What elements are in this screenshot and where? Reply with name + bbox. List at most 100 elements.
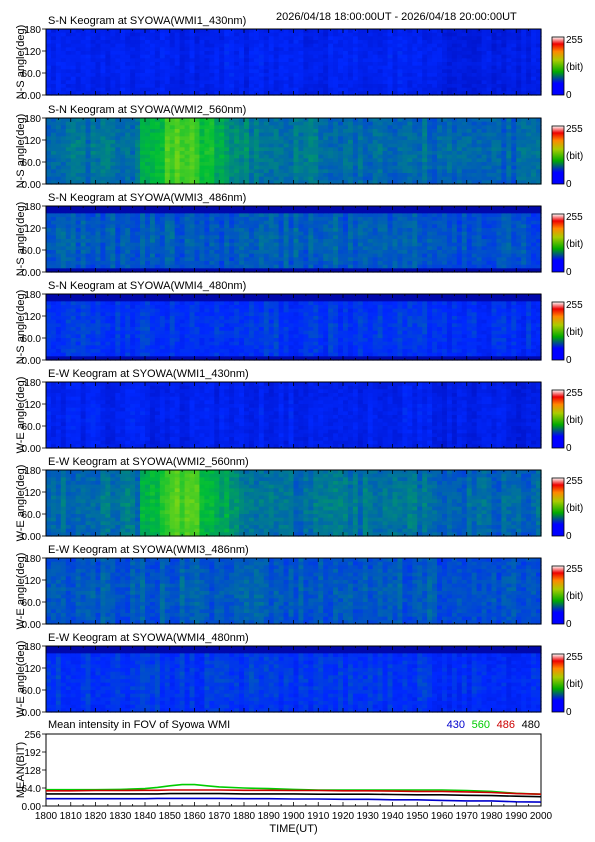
heatmap-cell — [422, 47, 428, 51]
heatmap-cell — [76, 257, 82, 261]
heatmap-cell — [378, 33, 384, 37]
heatmap-cell — [368, 173, 374, 177]
heatmap-cell — [333, 261, 339, 265]
heatmap-cell — [358, 77, 364, 81]
heatmap-cell — [506, 73, 512, 77]
heatmap-cell — [477, 77, 483, 81]
heatmap-cell — [363, 36, 369, 40]
heatmap-cell — [496, 133, 502, 137]
heatmap-cell — [279, 122, 285, 126]
heatmap-cell — [348, 122, 354, 126]
colorbar-max-label: 255 — [566, 124, 583, 135]
heatmap-cell — [432, 122, 438, 126]
heatmap-cell — [308, 58, 314, 62]
heatmap-cell — [487, 125, 493, 129]
heatmap-cell — [165, 235, 171, 239]
heatmap-cell — [279, 136, 285, 140]
heatmap-cell — [279, 129, 285, 133]
heatmap-cell — [76, 265, 82, 269]
heatmap-cell — [66, 155, 72, 159]
heatmap-cell — [373, 155, 379, 159]
heatmap-cell — [195, 235, 201, 239]
heatmap-cell — [383, 118, 389, 122]
heatmap-cell — [378, 151, 384, 155]
heatmap-cell — [71, 77, 77, 81]
heatmap-cell — [71, 44, 77, 48]
heatmap-cell — [506, 173, 512, 177]
heatmap-cell — [294, 224, 300, 228]
heatmap-cell — [140, 232, 146, 236]
heatmap-cell — [86, 40, 92, 44]
heatmap-cell — [264, 51, 270, 55]
heatmap-cell — [239, 246, 245, 250]
heatmap-cell — [125, 257, 131, 261]
heatmap-cell — [298, 73, 304, 77]
heatmap-cell — [46, 235, 52, 239]
heatmap-cell — [472, 69, 478, 73]
heatmap-cell — [234, 29, 240, 33]
heatmap-cell — [249, 257, 255, 261]
heatmap-cell — [274, 29, 280, 33]
heatmap-cell — [417, 133, 423, 137]
heatmap-cell — [46, 173, 52, 177]
heatmap-cell — [437, 36, 443, 40]
heatmap-cell — [199, 58, 205, 62]
heatmap-cell — [170, 158, 176, 162]
heatmap-cell — [378, 144, 384, 148]
heatmap-cell — [313, 147, 319, 151]
heatmap-cell — [289, 221, 295, 225]
heatmap-cell — [170, 213, 176, 217]
heatmap-cell — [259, 125, 265, 129]
heatmap-cell — [209, 140, 215, 144]
heatmap-cell — [185, 33, 191, 37]
heatmap-cell — [170, 118, 176, 122]
heatmap-cell — [254, 80, 260, 84]
heatmap-cell — [175, 77, 181, 81]
heatmap-cell — [496, 162, 502, 166]
heatmap-cell — [76, 246, 82, 250]
heatmap-cell — [71, 158, 77, 162]
heatmap-cell — [383, 169, 389, 173]
heatmap-cell — [249, 47, 255, 51]
heatmap-cell — [259, 210, 265, 214]
heatmap-cell — [185, 217, 191, 221]
heatmap-cell — [264, 73, 270, 77]
heatmap-cell — [284, 173, 290, 177]
heatmap-cell — [318, 217, 324, 221]
heatmap-cell — [417, 166, 423, 170]
heatmap-cell — [521, 169, 527, 173]
heatmap-cell — [417, 51, 423, 55]
heatmap-cell — [432, 40, 438, 44]
heatmap-cell — [383, 166, 389, 170]
heatmap-cell — [96, 125, 102, 129]
heatmap-cell — [318, 177, 324, 181]
heatmap-cell — [338, 73, 344, 77]
heatmap-cell — [219, 58, 225, 62]
heatmap-cell — [343, 213, 349, 217]
heatmap-cell — [110, 84, 116, 88]
heatmap-cell — [496, 177, 502, 181]
heatmap-cell — [492, 36, 498, 40]
heatmap-cell — [373, 177, 379, 181]
heatmap-cell — [393, 151, 399, 155]
heatmap-cell — [472, 173, 478, 177]
heatmap-cell — [482, 129, 488, 133]
heatmap-cell — [76, 217, 82, 221]
heatmap-cell — [244, 155, 250, 159]
heatmap-cell — [56, 265, 62, 269]
heatmap-cell — [199, 239, 205, 243]
heatmap-cell — [308, 265, 314, 269]
heatmap-cell — [140, 73, 146, 77]
heatmap-cell — [51, 239, 57, 243]
heatmap-cell — [229, 243, 235, 247]
heatmap-cell — [294, 162, 300, 166]
heatmap-cell — [348, 250, 354, 254]
heatmap-cell — [531, 73, 537, 77]
heatmap-cell — [353, 213, 359, 217]
heatmap-cell — [86, 69, 92, 73]
heatmap-cell — [150, 73, 156, 77]
heatmap-cell — [318, 166, 324, 170]
heatmap-cell — [155, 177, 161, 181]
heatmap-cell — [259, 73, 265, 77]
heatmap-cell — [105, 69, 111, 73]
